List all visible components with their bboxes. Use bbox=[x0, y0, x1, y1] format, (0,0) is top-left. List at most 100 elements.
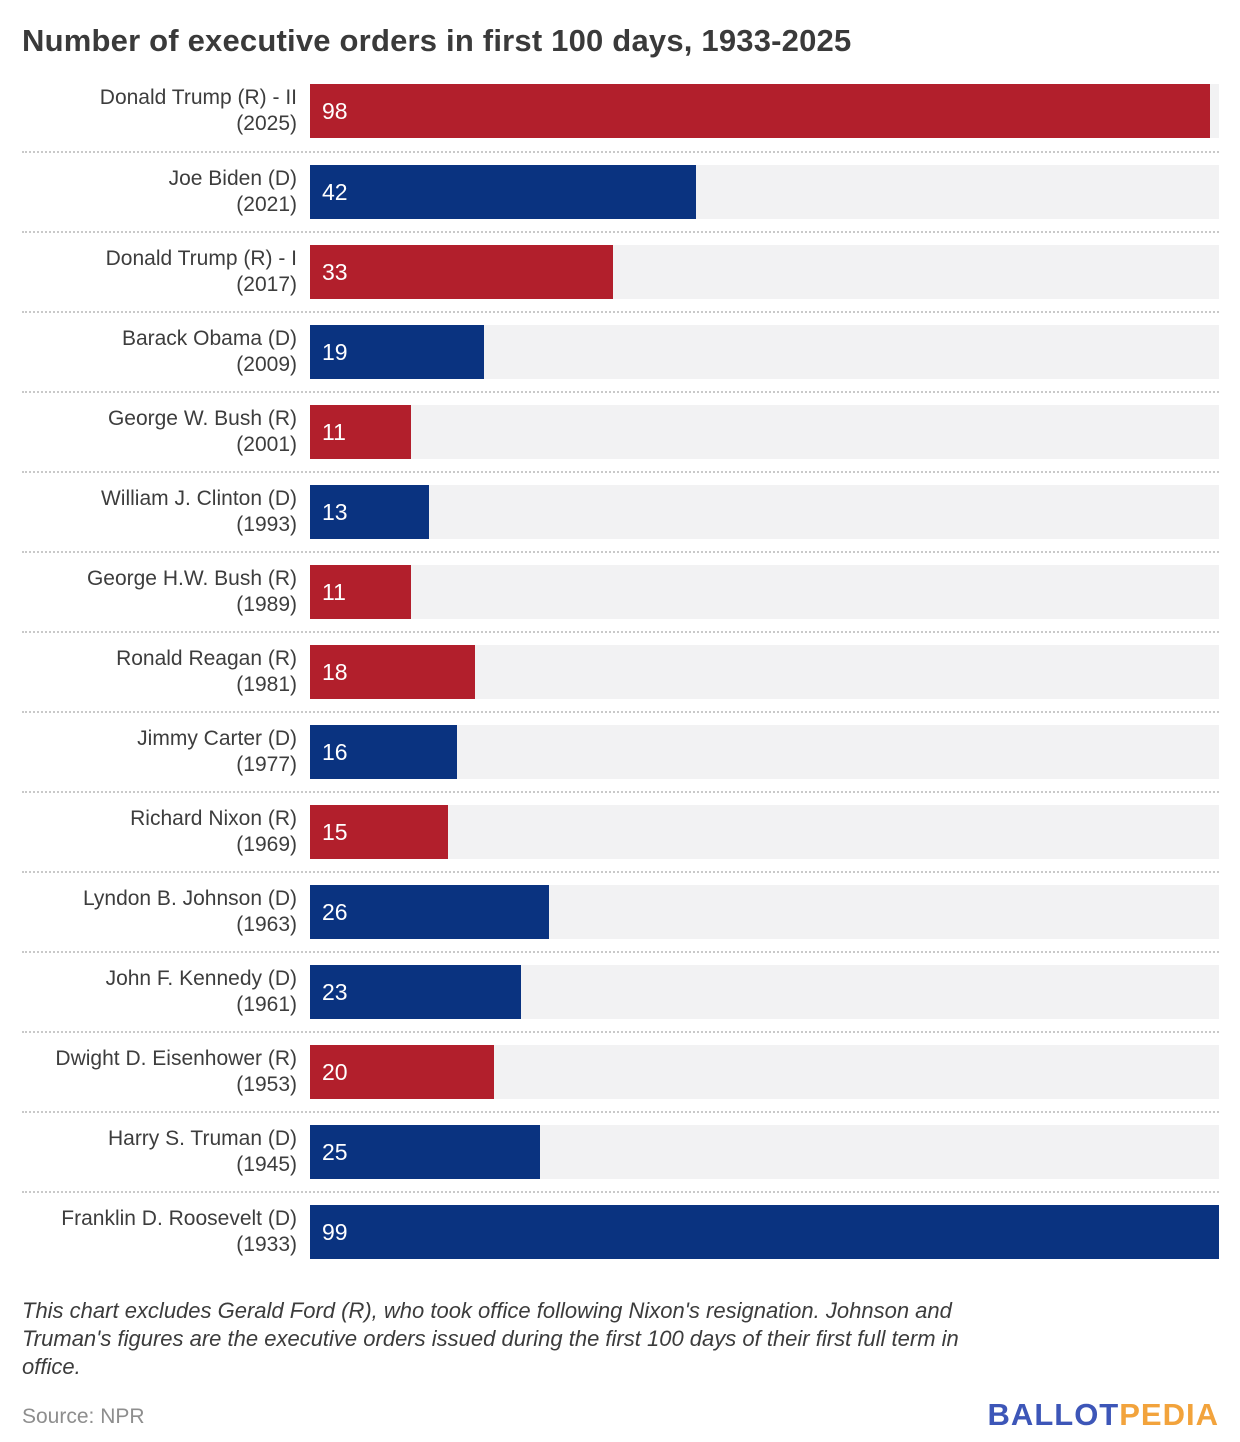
president-name: Joe Biden (D) bbox=[168, 167, 297, 190]
chart-row: Donald Trump (R) - I (2017) 33 bbox=[22, 231, 1219, 311]
president-label: Donald Trump (R) - II (2025) bbox=[22, 85, 310, 137]
bar-value: 15 bbox=[322, 818, 348, 845]
president-name: Barack Obama (D) bbox=[121, 327, 297, 350]
bar-track: 23 bbox=[310, 965, 1219, 1019]
bar-track: 11 bbox=[310, 565, 1219, 619]
chart-row: Jimmy Carter (D) (1977) 16 bbox=[22, 711, 1219, 791]
chart-row: George W. Bush (R) (2001) 11 bbox=[22, 391, 1219, 471]
president-year: (1933) bbox=[236, 1233, 297, 1256]
president-year: (2021) bbox=[236, 193, 297, 216]
bar-value: 99 bbox=[322, 1218, 348, 1245]
chart-title: Number of executive orders in first 100 … bbox=[22, 23, 852, 58]
bar-value: 26 bbox=[322, 898, 348, 925]
president-year: (2009) bbox=[236, 353, 297, 376]
bar-track: 13 bbox=[310, 485, 1219, 539]
bar-track: 15 bbox=[310, 805, 1219, 859]
president-year: (2017) bbox=[236, 273, 297, 296]
bar: 26 bbox=[310, 885, 549, 939]
bar-track: 33 bbox=[310, 245, 1219, 299]
president-year: (1963) bbox=[236, 913, 297, 936]
chart-row: Dwight D. Eisenhower (R) (1953) 20 bbox=[22, 1031, 1219, 1111]
president-year: (2025) bbox=[236, 112, 297, 135]
president-name: Donald Trump (R) - I bbox=[105, 247, 297, 270]
bar-track: 98 bbox=[310, 84, 1219, 138]
chart-row: Donald Trump (R) - II (2025) 98 bbox=[22, 71, 1219, 151]
logo-ballot-text: BALLOT bbox=[987, 1397, 1120, 1432]
bar: 25 bbox=[310, 1125, 540, 1179]
bar-track: 18 bbox=[310, 645, 1219, 699]
chart-row: Lyndon B. Johnson (D) (1963) 26 bbox=[22, 871, 1219, 951]
president-label: John F. Kennedy (D) (1961) bbox=[22, 966, 310, 1018]
bar-value: 42 bbox=[322, 178, 348, 205]
logo-pedia-text: PEDIA bbox=[1119, 1397, 1219, 1432]
bar: 99 bbox=[310, 1205, 1219, 1259]
bar: 20 bbox=[310, 1045, 494, 1099]
bar-track: 16 bbox=[310, 725, 1219, 779]
president-name: Jimmy Carter (D) bbox=[137, 727, 297, 750]
president-name: Richard Nixon (R) bbox=[130, 807, 297, 830]
bar-track: 42 bbox=[310, 165, 1219, 219]
source-credit: Source: NPR bbox=[22, 1405, 145, 1428]
bar-value: 11 bbox=[322, 418, 346, 445]
bar-track: 20 bbox=[310, 1045, 1219, 1099]
president-year: (1977) bbox=[236, 753, 297, 776]
bar-value: 25 bbox=[322, 1138, 348, 1165]
bar-value: 11 bbox=[322, 578, 346, 605]
chart-row: Harry S. Truman (D) (1945) 25 bbox=[22, 1111, 1219, 1191]
president-label: Dwight D. Eisenhower (R) (1953) bbox=[22, 1046, 310, 1098]
bar-track: 26 bbox=[310, 885, 1219, 939]
president-label: William J. Clinton (D) (1993) bbox=[22, 486, 310, 538]
bar-track: 25 bbox=[310, 1125, 1219, 1179]
chart-footnote: This chart excludes Gerald Ford (R), who… bbox=[22, 1298, 959, 1379]
bar-track: 19 bbox=[310, 325, 1219, 379]
president-label: Jimmy Carter (D) (1977) bbox=[22, 726, 310, 778]
bar: 18 bbox=[310, 645, 476, 699]
bar-value: 23 bbox=[322, 978, 348, 1005]
president-year: (1945) bbox=[236, 1153, 297, 1176]
president-label: George W. Bush (R) (2001) bbox=[22, 406, 310, 458]
bar-value: 98 bbox=[322, 97, 348, 124]
bar: 42 bbox=[310, 165, 696, 219]
bar: 23 bbox=[310, 965, 522, 1019]
president-year: (1969) bbox=[236, 833, 297, 856]
bar-value: 19 bbox=[322, 338, 348, 365]
president-name: George W. Bush (R) bbox=[107, 407, 297, 430]
bar: 19 bbox=[310, 325, 485, 379]
bar-value: 16 bbox=[322, 738, 348, 765]
president-year: (1989) bbox=[236, 593, 297, 616]
president-label: Barack Obama (D) (2009) bbox=[22, 326, 310, 378]
bar: 33 bbox=[310, 245, 613, 299]
bar-value: 20 bbox=[322, 1058, 348, 1085]
president-label: Joe Biden (D) (2021) bbox=[22, 166, 310, 218]
bar-chart: Donald Trump (R) - II (2025) 98 Joe Bide… bbox=[22, 71, 1219, 1271]
president-year: (2001) bbox=[236, 433, 297, 456]
president-label: Donald Trump (R) - I (2017) bbox=[22, 246, 310, 298]
chart-row: Richard Nixon (R) (1969) 15 bbox=[22, 791, 1219, 871]
chart-row: William J. Clinton (D) (1993) 13 bbox=[22, 471, 1219, 551]
president-year: (1961) bbox=[236, 993, 297, 1016]
bar: 98 bbox=[310, 84, 1210, 138]
president-label: Ronald Reagan (R) (1981) bbox=[22, 646, 310, 698]
president-name: Lyndon B. Johnson (D) bbox=[82, 887, 297, 910]
chart-row: Franklin D. Roosevelt (D) (1933) 99 bbox=[22, 1191, 1219, 1271]
president-label: George H.W. Bush (R) (1989) bbox=[22, 566, 310, 618]
president-name: Donald Trump (R) - II bbox=[99, 86, 297, 109]
chart-footer: Source: NPR BALLOTPEDIA bbox=[22, 1397, 1219, 1433]
ballotpedia-logo: BALLOTPEDIA bbox=[988, 1397, 1219, 1433]
president-name: Harry S. Truman (D) bbox=[107, 1127, 297, 1150]
bar: 11 bbox=[310, 405, 411, 459]
president-year: (1981) bbox=[236, 673, 297, 696]
bar-value: 33 bbox=[322, 258, 348, 285]
president-year: (1953) bbox=[236, 1073, 297, 1096]
president-name: Franklin D. Roosevelt (D) bbox=[61, 1207, 297, 1230]
bar: 11 bbox=[310, 565, 411, 619]
bar-track: 99 bbox=[310, 1205, 1219, 1259]
president-label: Lyndon B. Johnson (D) (1963) bbox=[22, 886, 310, 938]
president-year: (1993) bbox=[236, 513, 297, 536]
president-name: William J. Clinton (D) bbox=[100, 487, 297, 510]
president-label: Franklin D. Roosevelt (D) (1933) bbox=[22, 1206, 310, 1258]
bar-value: 18 bbox=[322, 658, 348, 685]
bar: 16 bbox=[310, 725, 457, 779]
president-name: Dwight D. Eisenhower (R) bbox=[55, 1047, 297, 1070]
